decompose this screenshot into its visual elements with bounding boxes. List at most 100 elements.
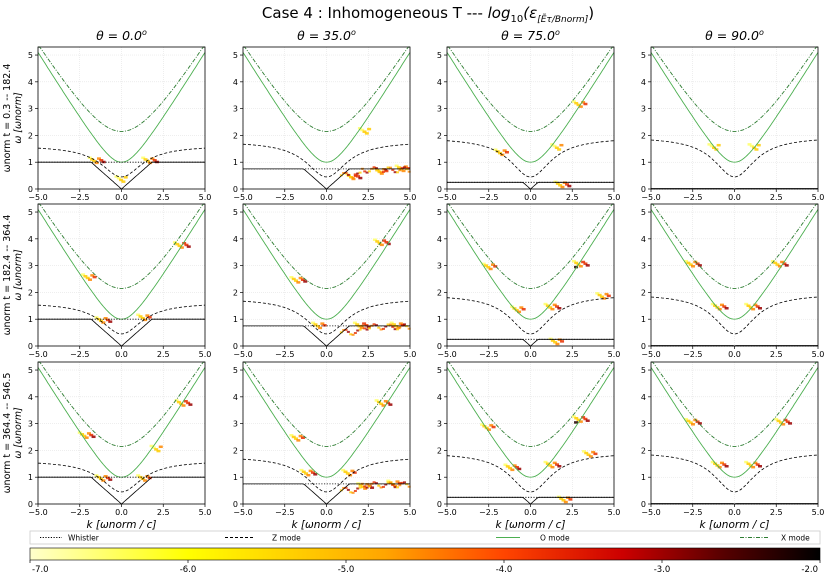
heatmap-cell <box>352 321 357 325</box>
heatmap-cell <box>402 166 406 169</box>
heatmap-cell <box>686 419 691 423</box>
heatmap-cell <box>349 491 353 494</box>
y-tick-label: 4 <box>233 235 238 244</box>
y-tick-label: 2 <box>437 446 442 455</box>
heatmap-cell <box>489 424 494 427</box>
heatmap-cell <box>353 490 357 493</box>
y-tick-label: 1 <box>233 473 238 482</box>
heatmap-cell <box>308 469 313 473</box>
heatmap-cell <box>344 486 348 489</box>
curve-x-mode <box>243 361 410 447</box>
heatmap-cell <box>514 308 519 312</box>
heatmap-cell <box>346 330 350 333</box>
heatmap-cell <box>294 437 299 440</box>
y-tick-label: 2 <box>233 131 238 140</box>
y-tick-label: 3 <box>437 262 442 271</box>
heatmap-cell <box>389 321 394 325</box>
heatmap-cell <box>407 327 411 330</box>
heatmap-cell <box>581 260 586 264</box>
heatmap-cell <box>89 433 94 437</box>
y-tick-label: 4 <box>641 235 646 244</box>
heatmap-cell <box>717 465 722 469</box>
heatmap-cell <box>557 465 562 468</box>
heatmap-cell <box>758 465 762 468</box>
y-tick-label: 4 <box>641 393 646 402</box>
y-tick-label: 3 <box>28 262 33 271</box>
heatmap-cell <box>150 157 155 160</box>
x-tick-label: 5.0 <box>199 193 212 202</box>
heatmap-cell <box>559 497 564 500</box>
legend: Whistler Z mode O mode X mode <box>29 530 821 545</box>
x-tick-label: 0.0 <box>320 193 333 202</box>
heatmap-cell <box>345 472 350 475</box>
y-tick-label: 2 <box>28 131 33 140</box>
heatmap-cell <box>143 479 148 482</box>
heatmap-cell <box>583 102 588 106</box>
heatmap-cell <box>119 178 124 182</box>
y-tick-label: 5 <box>28 51 33 60</box>
x-tick-label: −2.5 <box>683 350 702 359</box>
heatmap-cell <box>174 399 179 402</box>
heatmap-cell <box>351 177 356 181</box>
heatmap-cell <box>148 161 153 165</box>
heatmap-cell <box>367 485 371 488</box>
y-tick-label: 4 <box>233 78 238 87</box>
x-tick-label: −5.0 <box>233 193 252 202</box>
heatmap-cell <box>381 327 385 330</box>
x-tick-label: 0.0 <box>524 508 537 517</box>
heatmap-cell <box>393 484 398 488</box>
y-tick-label: 2 <box>233 446 238 455</box>
legend-zmode-label: Z mode <box>272 534 301 543</box>
heatmap-cell <box>346 488 350 491</box>
heatmap-cell <box>552 461 557 465</box>
heatmap-cell <box>746 462 751 466</box>
x-tick-label: −2.5 <box>70 193 89 202</box>
x-tick-label: −5.0 <box>641 508 660 517</box>
heatmap-cell <box>154 448 159 451</box>
y-tick-label: 4 <box>641 78 646 87</box>
x-tick-label: 0.0 <box>728 350 741 359</box>
x-tick-label: −5.0 <box>641 350 660 359</box>
heatmap-cell <box>493 148 498 151</box>
heatmap-cell <box>188 403 193 406</box>
heatmap-cell <box>372 238 377 242</box>
heatmap-cell <box>778 421 783 424</box>
heatmap-cell <box>296 281 301 284</box>
x-axis-label: k [ωnorm / c] <box>495 519 565 531</box>
heatmap-cell <box>783 418 788 422</box>
curve-z-mode <box>242 300 411 335</box>
heatmap-cell <box>386 479 391 483</box>
heatmap-cell <box>349 176 353 179</box>
heatmap-cell <box>344 328 348 331</box>
heatmap-cell <box>576 103 581 107</box>
y-tick-label: 1 <box>28 473 33 482</box>
x-tick-label: −2.5 <box>479 508 498 517</box>
x-tick-label: 2.5 <box>566 508 579 517</box>
heatmap-cell <box>563 500 568 504</box>
heatmap-cell <box>606 294 611 298</box>
heatmap-cell <box>322 324 327 327</box>
heatmap-cell <box>351 176 355 179</box>
heatmap-cell <box>554 146 559 150</box>
heatmap-cell <box>574 101 579 105</box>
heatmap-cell <box>545 462 550 466</box>
heatmap-cell <box>370 486 375 489</box>
x-tick-label: −5.0 <box>437 193 456 202</box>
heatmap-cell <box>720 461 724 465</box>
heatmap-cell <box>342 487 346 490</box>
y-tick-label: 2 <box>641 446 646 455</box>
x-tick-label: 0.0 <box>524 193 537 202</box>
x-tick-label: 2.5 <box>566 350 579 359</box>
heatmap-cell <box>374 482 378 485</box>
heatmap-cell <box>92 159 97 163</box>
heatmap-cell <box>363 487 368 490</box>
y-tick-label: 3 <box>641 420 646 429</box>
heatmap-cell <box>521 307 526 311</box>
heatmap-cell <box>713 304 718 308</box>
curve-z-mode <box>37 147 206 178</box>
curve-z-mode <box>650 296 819 335</box>
y-tick-label: 5 <box>233 51 238 60</box>
heatmap-cell <box>351 491 355 494</box>
x-tick-label: 0.0 <box>320 350 333 359</box>
panel-r2-c3: −5.0 −2.5 0.0 2.5 5.0 0 1 2 3 4 5 k [ωnorm / c] <box>641 361 824 531</box>
